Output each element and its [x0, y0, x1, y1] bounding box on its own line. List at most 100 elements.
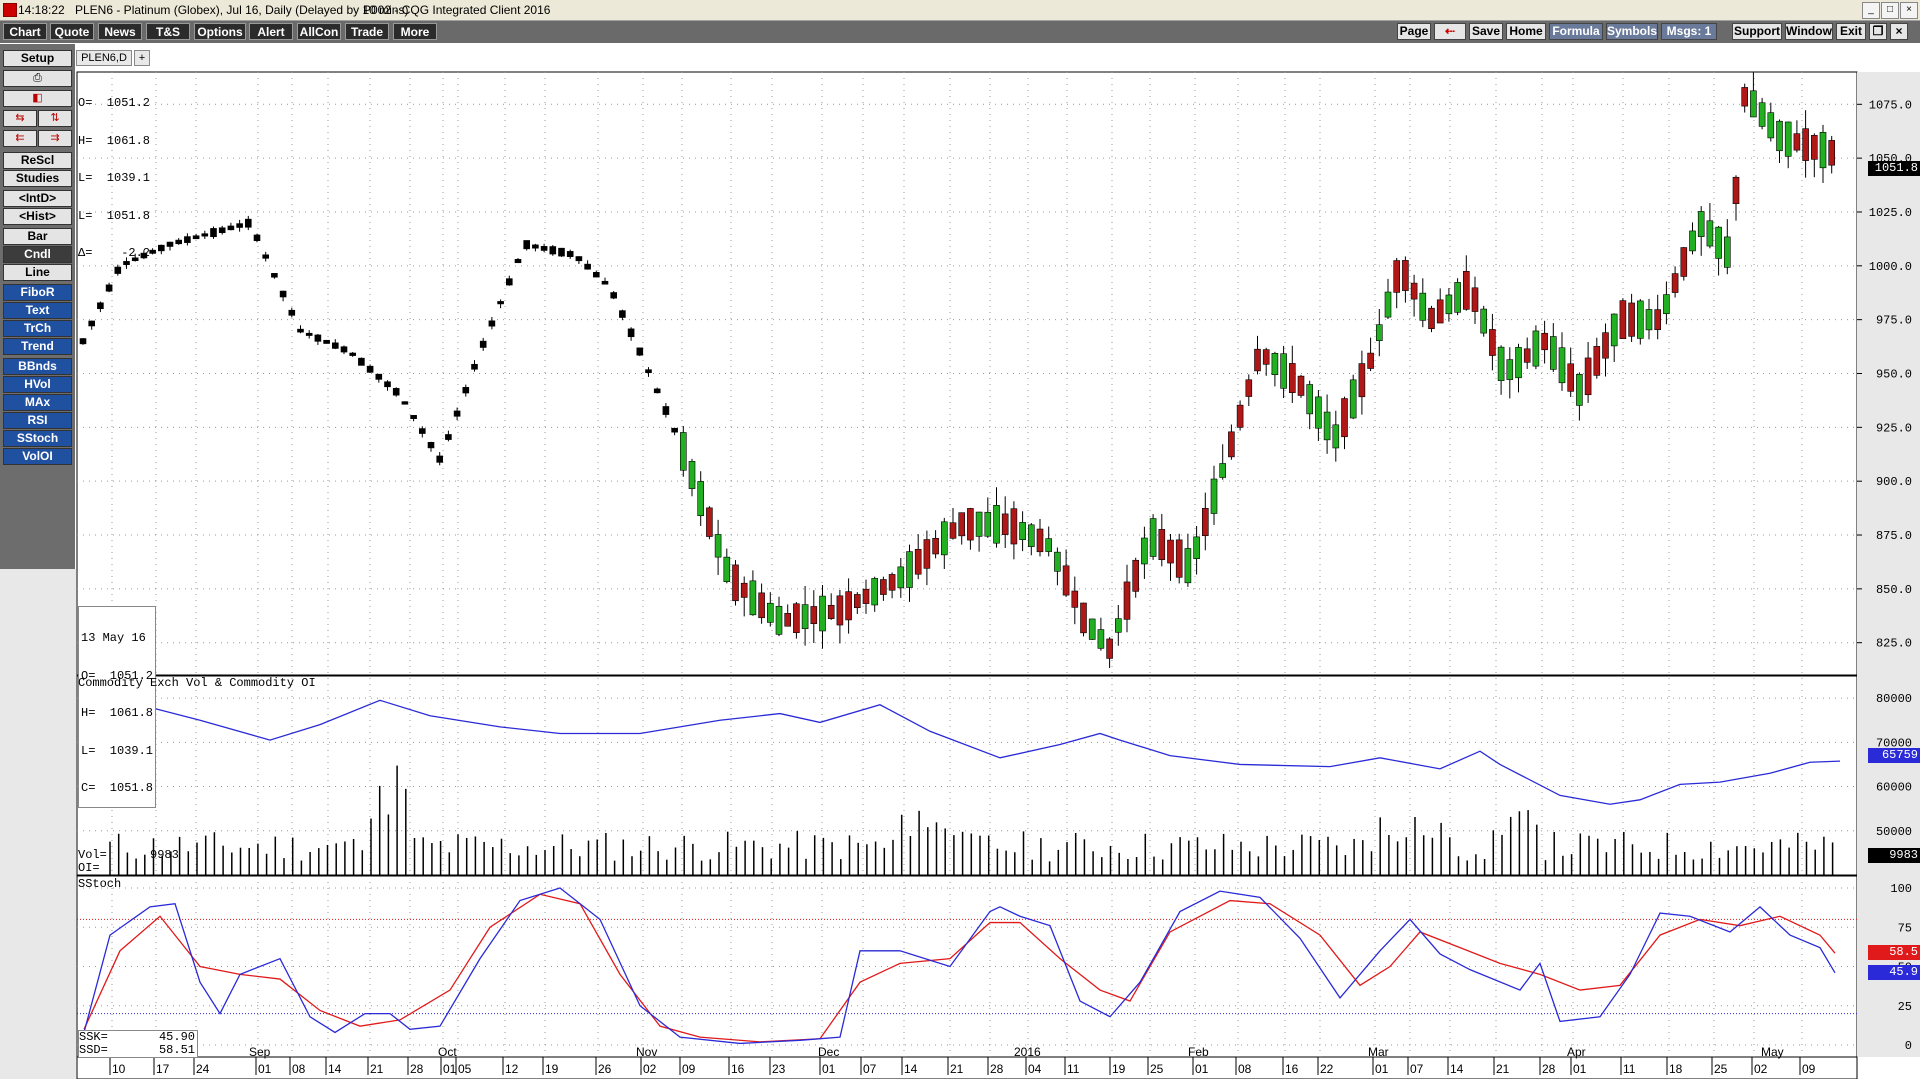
candle-body	[427, 442, 435, 449]
maximize-icon[interactable]: □	[1881, 2, 1899, 19]
menu-news[interactable]: News	[98, 23, 142, 40]
setup-button[interactable]: Setup	[3, 50, 72, 67]
bar-button[interactable]: Bar	[3, 228, 72, 245]
intraday-button[interactable]: <IntD>	[3, 190, 72, 207]
day-label: 14	[1450, 1062, 1464, 1076]
scroll-left-icon[interactable]: ⇇	[3, 130, 37, 147]
candle-body	[932, 537, 939, 555]
candle-body	[410, 415, 417, 419]
max-button[interactable]: MAx	[3, 394, 72, 411]
candle-body	[505, 278, 513, 286]
save-button[interactable]: Save	[1469, 23, 1503, 40]
page-button[interactable]: Page	[1397, 23, 1431, 40]
close-panel-icon[interactable]: ×	[1890, 23, 1908, 40]
candle-body	[1088, 618, 1096, 640]
minimize-icon[interactable]: _	[1862, 2, 1880, 19]
back-arrow-button[interactable]: ⇠	[1434, 23, 1466, 40]
line-button[interactable]: Line	[3, 264, 72, 281]
stoch-axis-label: 75	[1898, 921, 1912, 935]
historical-button[interactable]: <Hist>	[3, 208, 72, 225]
print-icon[interactable]: ⎙	[3, 70, 72, 87]
zoom-out-icon[interactable]: ⇅	[38, 110, 72, 127]
symbols-button[interactable]: Symbols	[1606, 23, 1658, 40]
candle-body	[497, 301, 504, 305]
candle-body	[1645, 309, 1653, 331]
vol-label: Vol=	[78, 848, 107, 862]
candle-body	[949, 522, 957, 539]
add-tab-button[interactable]: +	[134, 50, 150, 66]
menu-alert[interactable]: Alert	[249, 23, 293, 40]
messages-button[interactable]: Msgs: 1	[1661, 23, 1717, 40]
candle-body	[1523, 348, 1531, 363]
close-icon[interactable]: ×	[1900, 2, 1918, 19]
candle-body	[1071, 590, 1079, 608]
day-label: 12	[505, 1062, 519, 1076]
vol-axis-label: 60000	[1876, 781, 1912, 795]
day-label: 19	[1112, 1062, 1126, 1076]
candle-body	[627, 328, 635, 338]
candle-body	[149, 249, 156, 254]
menu-allcon[interactable]: AllCon	[297, 23, 341, 40]
candle-body	[384, 381, 391, 388]
price-axis-label: 975.0	[1876, 314, 1912, 328]
candle-body	[1236, 404, 1244, 428]
candle-body	[158, 244, 165, 252]
menu-more[interactable]: More	[393, 23, 437, 40]
menu-ts[interactable]: T&S	[146, 23, 190, 40]
zoom-in-icon[interactable]: ⇆	[3, 110, 37, 127]
stoch-panel[interactable]	[76, 875, 1858, 1058]
candle-body	[671, 427, 678, 433]
volume-panel[interactable]	[76, 675, 1858, 876]
home-button[interactable]: Home	[1506, 23, 1546, 40]
day-label: 01	[1195, 1062, 1209, 1076]
restore-icon[interactable]: ❐	[1869, 23, 1887, 40]
candle-body	[1445, 294, 1453, 315]
hvol-button[interactable]: HVol	[3, 376, 72, 393]
sstoch-button[interactable]: SStoch	[3, 430, 72, 447]
candle-body	[1028, 524, 1035, 547]
vol-tag: 9983	[1868, 848, 1920, 863]
candle-body	[1280, 353, 1287, 389]
ohlc-high: H= 1061.8	[78, 133, 151, 148]
text-button[interactable]: Text	[3, 302, 72, 319]
day-label: 05	[458, 1062, 472, 1076]
bollinger-button[interactable]: BBnds	[3, 358, 72, 375]
menu-chart[interactable]: Chart	[3, 23, 47, 40]
formula-button[interactable]: Formula	[1549, 23, 1603, 40]
exit-button[interactable]: Exit	[1836, 23, 1866, 40]
tab-plen6[interactable]: PLEN6,D	[76, 50, 132, 66]
support-button[interactable]: Support	[1732, 23, 1782, 40]
candle-body	[1175, 539, 1183, 578]
menu-options[interactable]: Options	[194, 23, 246, 40]
voloi-button[interactable]: VolOI	[3, 448, 72, 465]
candle-body	[1080, 602, 1087, 634]
vol-axis-label: 70000	[1876, 736, 1912, 750]
month-label: Dec	[818, 1045, 839, 1059]
rescale-button[interactable]: ReScl	[3, 152, 72, 169]
candle-button[interactable]: Cndl	[3, 246, 72, 263]
title-bar: 14:18:22 PLEN6 - Platinum (Globex), Jul …	[0, 0, 1920, 21]
candle-body	[1010, 508, 1018, 545]
price-axis-label: 825.0	[1876, 637, 1912, 651]
menu-trade[interactable]: Trade	[345, 23, 389, 40]
candle-body	[1454, 282, 1461, 313]
candle-body	[140, 252, 148, 259]
candle-body	[1793, 133, 1801, 151]
scroll-right-icon[interactable]: ⇉	[38, 130, 72, 147]
dom-icon[interactable]: ◧	[3, 90, 72, 107]
window-button[interactable]: Window	[1785, 23, 1833, 40]
trend-button[interactable]: Trend	[3, 338, 72, 355]
fibo-button[interactable]: FiboR	[3, 284, 72, 301]
menu-quote[interactable]: Quote	[50, 23, 94, 40]
studies-button[interactable]: Studies	[3, 170, 72, 187]
candle-body	[1593, 346, 1601, 376]
candle-body	[1158, 529, 1166, 561]
candle-body	[1689, 230, 1696, 252]
candle-body	[1811, 135, 1818, 160]
trend-channel-button[interactable]: TrCh	[3, 320, 72, 337]
day-label: 18	[1669, 1062, 1683, 1076]
day-label: 01	[822, 1062, 836, 1076]
rsi-button[interactable]: RSI	[3, 412, 72, 429]
candle-body	[1045, 538, 1052, 552]
